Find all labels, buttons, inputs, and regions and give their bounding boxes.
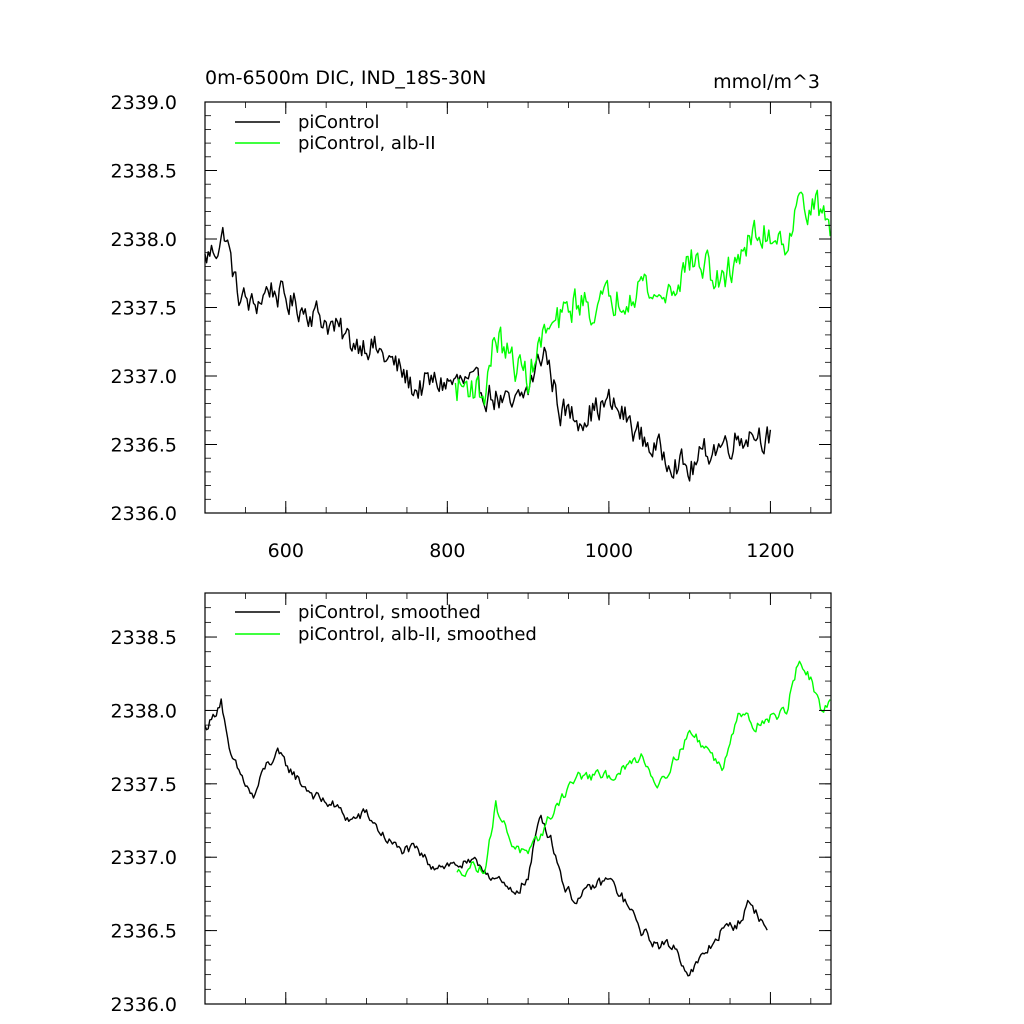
chart-units: mmol/m^3 — [713, 71, 820, 93]
axes-layer: 2336.0 2336.5 2337.0 2337.5 2338.0 2338.5 — [111, 592, 832, 1016]
y-tick-label: 2336.0 — [111, 503, 177, 525]
series-line-picontrol-alb-ii-smoothed — [456, 660, 831, 878]
y-tick-label: 2337.5 — [111, 774, 177, 796]
plot-frame — [204, 101, 832, 514]
axes-layer: 2336.0 2336.5 2337.0 2337.5 2338.0 2338.5 2339… — [111, 92, 832, 562]
x-tick-label: 1200 — [746, 540, 794, 562]
y-tick-label: 2338.5 — [111, 161, 177, 183]
y-tick-label: 2337.0 — [111, 366, 177, 388]
y-tick-label: 2338.0 — [111, 229, 177, 251]
x-tick-label: 800 — [429, 540, 465, 562]
legend-label-alb-ii: piControl, alb-II — [298, 133, 436, 154]
y-tick-label: 2337.0 — [111, 847, 177, 869]
series-layer — [204, 660, 831, 977]
legend: piControl, smoothed piControl, alb-II, s… — [235, 602, 537, 645]
bottom-panel: 2336.0 2336.5 2337.0 2337.5 2338.0 2338.5 piC… — [111, 592, 832, 1016]
legend-label-alb-ii-smoothed: piControl, alb-II, smoothed — [298, 624, 537, 645]
series-layer — [204, 189, 831, 482]
top-panel: 0m-6500m DIC, IND_18S-30N mmol/m^3 2336.… — [111, 67, 832, 562]
plot-frame — [204, 592, 832, 1005]
x-tick-label: 1000 — [585, 540, 633, 562]
x-tick-label: 600 — [268, 540, 304, 562]
y-tick-label: 2336.5 — [111, 921, 177, 943]
legend-label-picontrol: piControl — [298, 112, 380, 133]
legend: piControl piControl, alb-II — [235, 112, 436, 154]
series-line-picontrol-alb-ii — [454, 189, 831, 406]
legend-label-picontrol-smoothed: piControl, smoothed — [298, 602, 481, 623]
y-tick-label: 2338.0 — [111, 700, 177, 722]
series-line-picontrol-smoothed — [204, 698, 768, 977]
y-tick-label: 2337.5 — [111, 298, 177, 320]
y-tick-label: 2336.5 — [111, 435, 177, 457]
y-tick-label: 2338.5 — [111, 627, 177, 649]
series-line-picontrol — [204, 226, 772, 482]
chart-title: 0m-6500m DIC, IND_18S-30N — [205, 67, 486, 89]
y-tick-label: 2339.0 — [111, 92, 177, 114]
y-tick-label: 2336.0 — [111, 994, 177, 1016]
